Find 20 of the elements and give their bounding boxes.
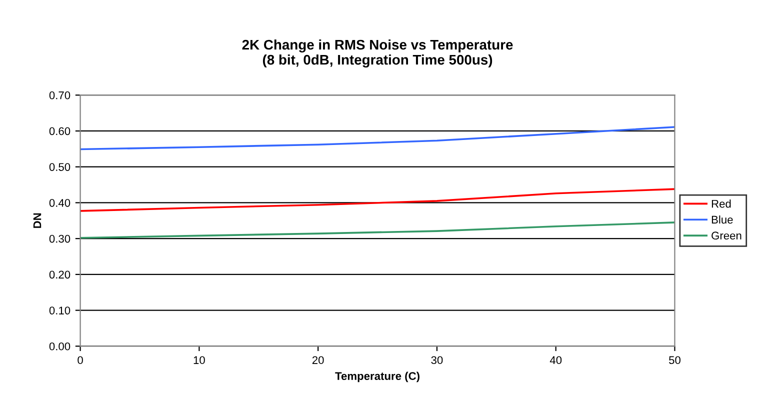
y-tick-label: 0.40	[49, 198, 70, 207]
y-tick-label: 0.70	[49, 91, 70, 100]
x-tick-label: 10	[194, 356, 205, 364]
chart-title: 2K Change in RMS Noise vs Temperature (8 bit, 0dB, Integration Time 500us)	[242, 39, 513, 68]
y-tick-label: 0.10	[49, 306, 70, 314]
y-tick-label: 0.60	[49, 127, 70, 136]
legend-label: Green	[712, 232, 742, 240]
x-axis-title: Temperature (C)	[335, 372, 420, 382]
x-tick-label: 30	[431, 356, 443, 364]
y-tick-label: 0.50	[49, 163, 70, 171]
x-tick-label: 40	[550, 356, 562, 364]
x-tick-label: 0	[78, 356, 83, 364]
x-tick-label: 50	[668, 356, 680, 364]
y-tick-label: 0.20	[49, 270, 70, 279]
legend-label: Blue	[712, 215, 733, 224]
legend-label: Red	[712, 200, 731, 208]
y-tick-label: 0.30	[49, 234, 70, 243]
y-axis-title: DN	[33, 213, 42, 228]
y-tick-label: 0.00	[49, 342, 70, 350]
x-tick-label: 20	[312, 356, 324, 364]
